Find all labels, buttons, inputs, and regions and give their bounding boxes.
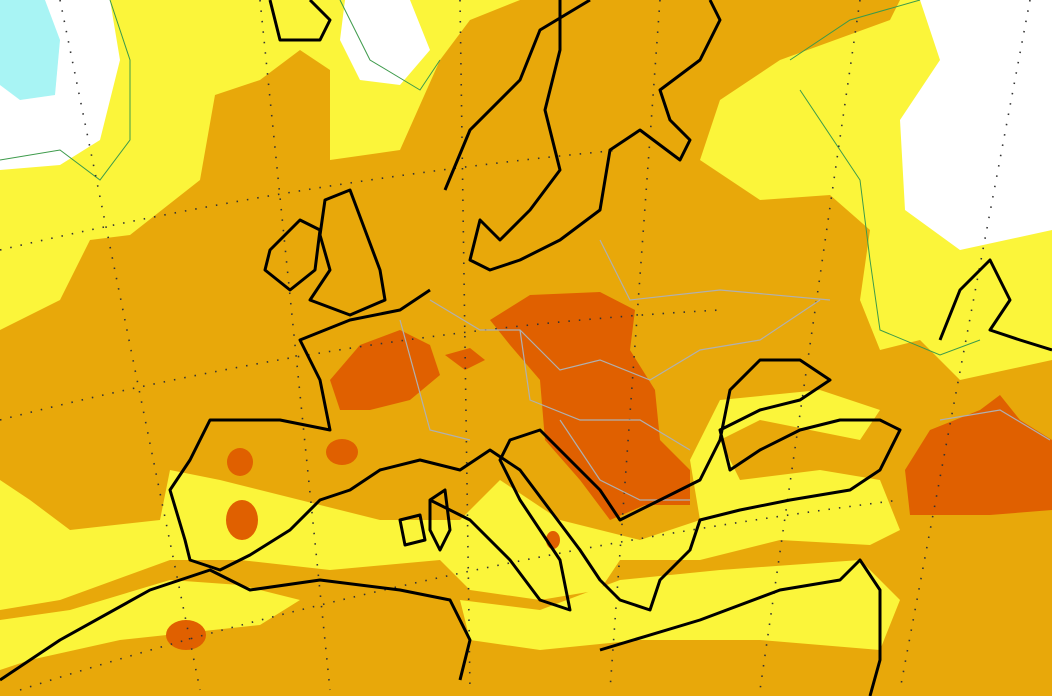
graticule <box>59 0 1031 691</box>
contour-line <box>339 0 441 91</box>
hot-area <box>905 395 1052 515</box>
cold-area <box>0 0 60 100</box>
coastline <box>398 488 452 552</box>
coastline <box>268 0 332 42</box>
contour-line <box>0 0 131 181</box>
coastline <box>938 258 1052 352</box>
coastline <box>0 558 882 696</box>
coastline <box>263 218 322 292</box>
hot-area <box>445 348 485 370</box>
hot-area <box>226 500 258 540</box>
coastline <box>443 0 722 272</box>
country-border <box>399 239 1051 501</box>
neutral-area <box>340 0 430 85</box>
mild-area <box>460 560 900 650</box>
hot-area <box>166 620 206 650</box>
coastline <box>168 288 902 612</box>
coastline <box>308 188 387 317</box>
neutral-area <box>900 0 1052 250</box>
hot-area <box>326 439 358 465</box>
hot-area <box>490 292 690 520</box>
mild-area <box>0 580 300 670</box>
hot-area <box>227 448 253 476</box>
contour-line <box>789 0 981 356</box>
hot-area <box>330 330 440 410</box>
